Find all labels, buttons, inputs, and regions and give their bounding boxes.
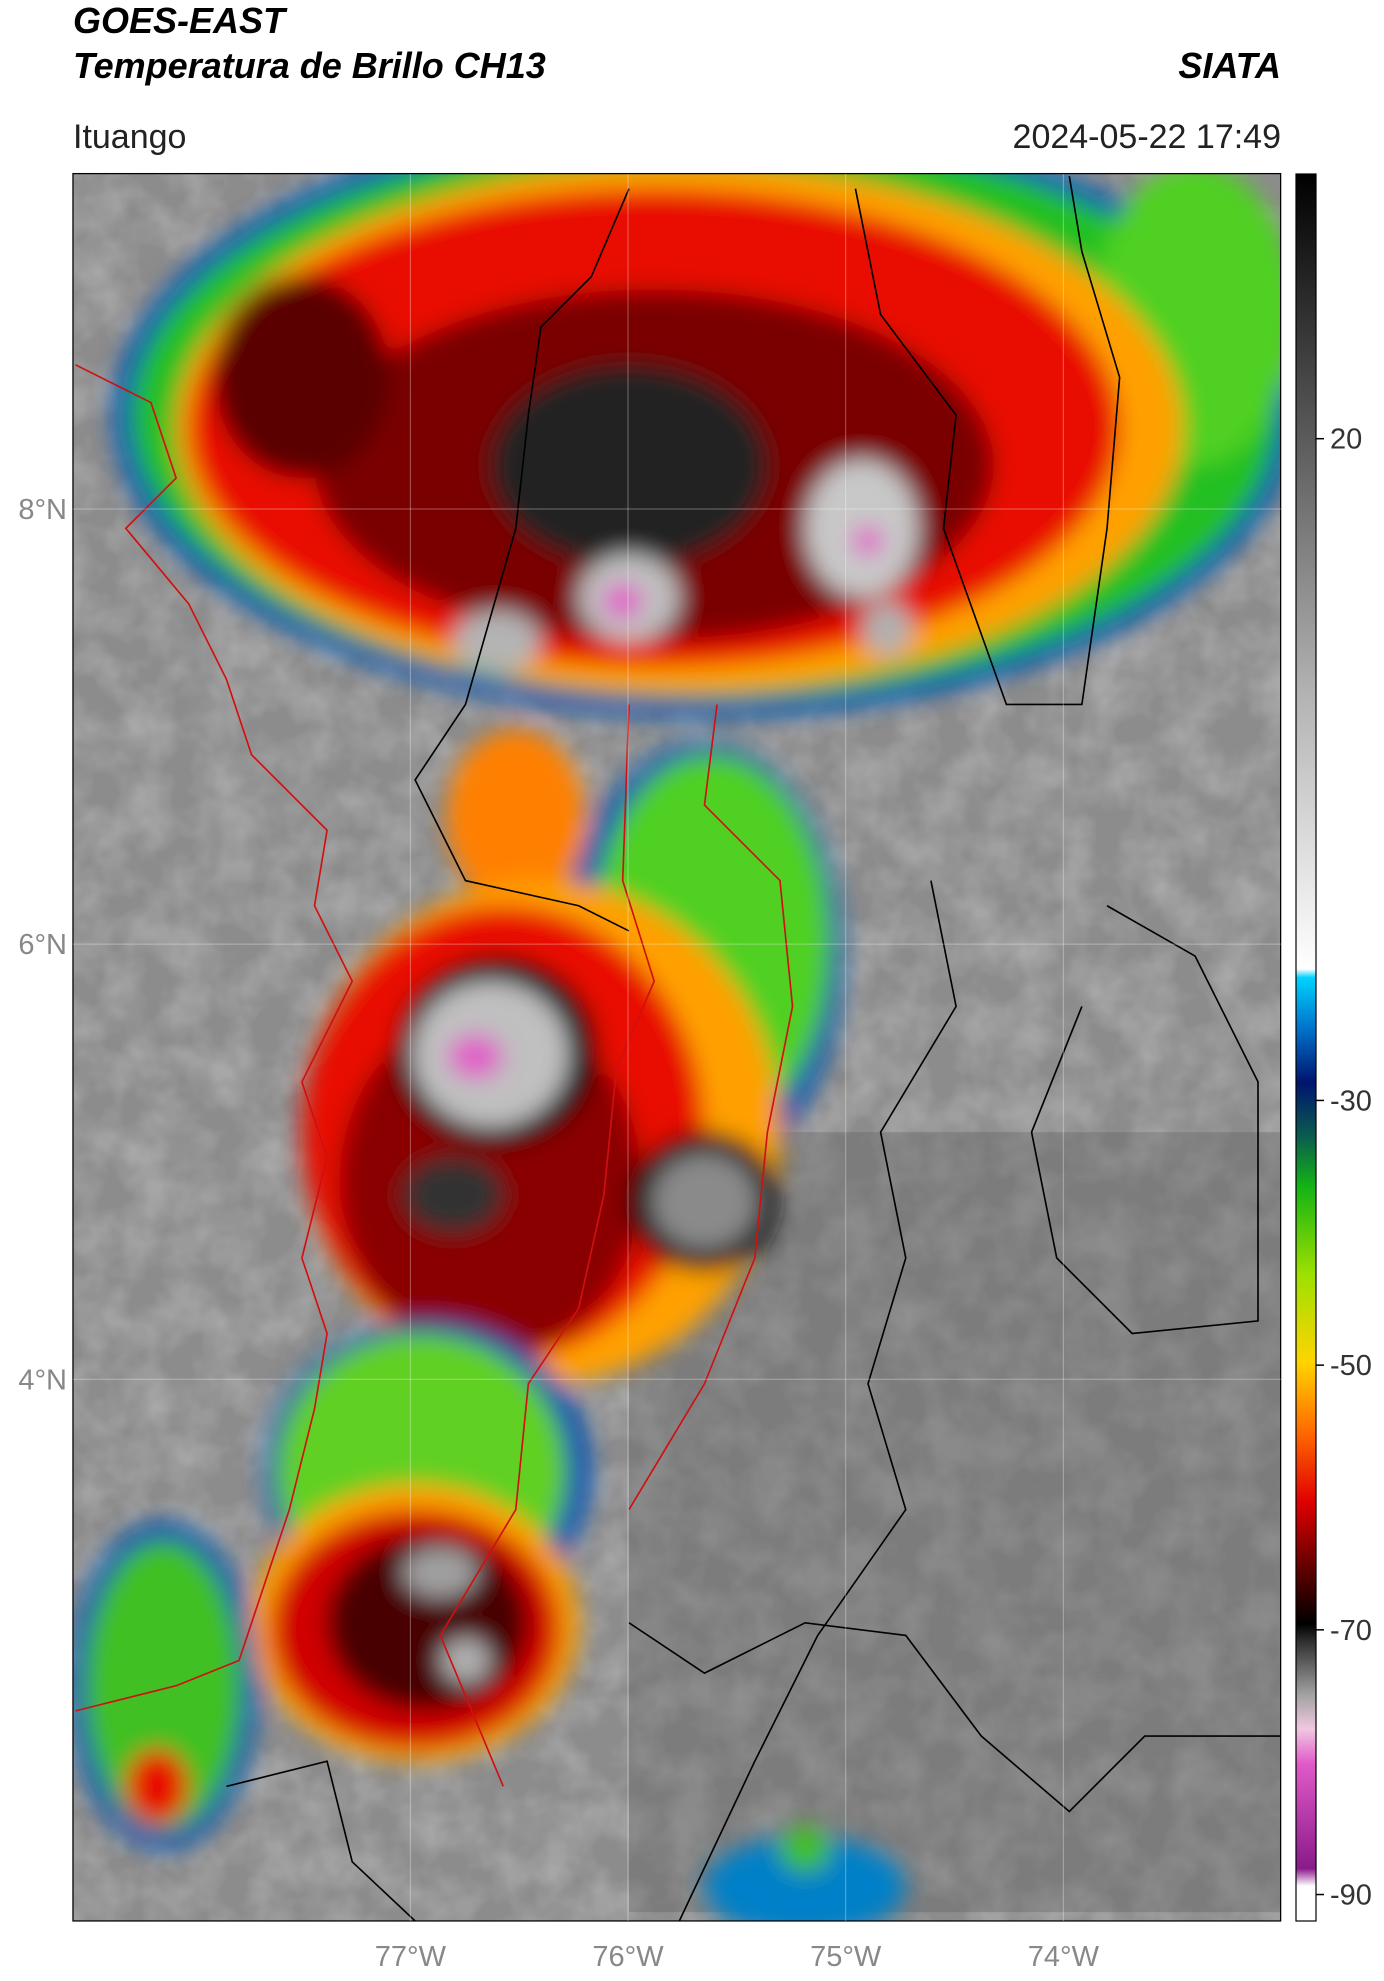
lon-label: 77°W: [375, 1941, 447, 1973]
colorbar-tick-label: -50: [1330, 1350, 1372, 1382]
colorbar-tick-label: 20: [1330, 424, 1362, 456]
lon-label: 74°W: [1028, 1941, 1100, 1973]
location: Ituango: [73, 118, 186, 156]
lat-label: 4°N: [18, 1364, 67, 1396]
lat-label: 8°N: [18, 494, 67, 526]
lon-label: 76°W: [592, 1941, 664, 1973]
map-image: [72, 172, 1282, 1922]
brand: SIATA: [1178, 45, 1281, 86]
colorbar: [1295, 173, 1317, 1922]
satellite-title: GOES-EAST: [73, 0, 288, 41]
lon-label: 75°W: [810, 1941, 882, 1973]
colorbar-tick-label: -70: [1330, 1615, 1372, 1647]
product-title: Temperatura de Brillo CH13: [73, 45, 546, 86]
lat-label: 6°N: [18, 929, 67, 961]
colorbar-tick-label: -30: [1330, 1085, 1372, 1117]
timestamp: 2024-05-22 17:49: [1013, 118, 1281, 156]
colorbar-tick-label: -90: [1330, 1880, 1372, 1912]
